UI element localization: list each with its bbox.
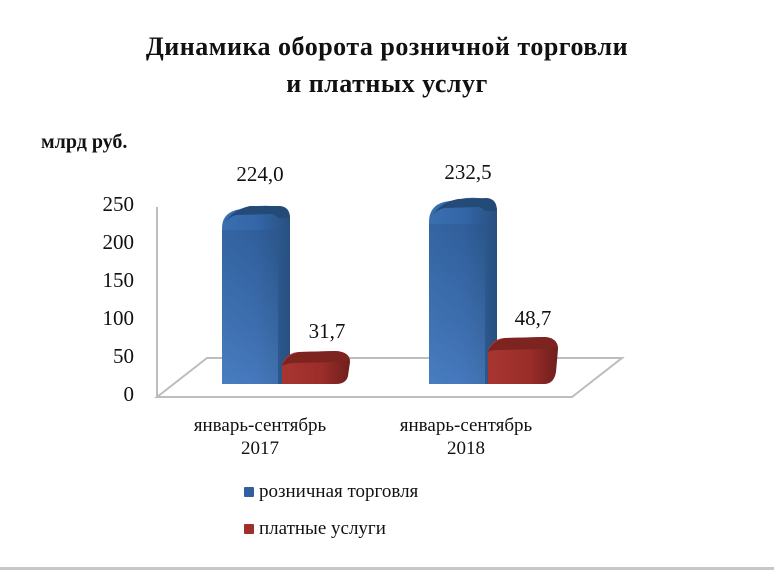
value-label-services-2018: 48,7 <box>514 306 552 330</box>
bar-services-2018 <box>488 337 558 384</box>
chart-title-line-1: Динамика оборота розничной торговли <box>145 32 629 61</box>
value-label-retail-2018: 232,5 <box>444 160 492 184</box>
x-label-2018-year: 2018 <box>447 438 485 459</box>
chart-title: Динамика оборота розничной торговли и пл… <box>0 28 774 102</box>
bar-retail-2018 <box>429 197 497 384</box>
y-tick-200: 200 <box>102 230 135 254</box>
y-axis-unit-label: млрд руб. <box>41 131 128 153</box>
bar-services-2017 <box>282 351 350 384</box>
value-label-services-2017: 31,7 <box>308 319 346 343</box>
legend-swatch-retail-icon <box>244 487 254 497</box>
bar-retail-2017 <box>222 205 290 384</box>
y-tick-0: 0 <box>123 382 135 406</box>
bottom-divider <box>0 567 774 570</box>
y-tick-100: 100 <box>102 306 135 330</box>
legend-label-services: платные услуги <box>259 518 386 539</box>
y-tick-250: 250 <box>102 192 135 216</box>
value-label-retail-2017: 224,0 <box>236 162 284 186</box>
chart-title-line-2: и платных услуг <box>286 69 488 98</box>
x-label-2017-year: 2017 <box>241 438 279 459</box>
x-label-2018: январь-сентябрь 2018 <box>366 414 566 460</box>
legend-item-retail: розничная торговля <box>244 481 418 503</box>
x-label-2017: январь-сентябрь 2017 <box>160 414 360 460</box>
y-tick-50: 50 <box>113 344 134 368</box>
legend-swatch-services-icon <box>244 524 254 534</box>
x-label-2017-period: январь-сентябрь <box>193 415 327 436</box>
legend-label-retail: розничная торговля <box>259 481 419 502</box>
x-label-2018-period: январь-сентябрь <box>399 415 533 436</box>
y-tick-150: 150 <box>102 268 135 292</box>
legend-item-services: платные услуги <box>244 518 386 540</box>
